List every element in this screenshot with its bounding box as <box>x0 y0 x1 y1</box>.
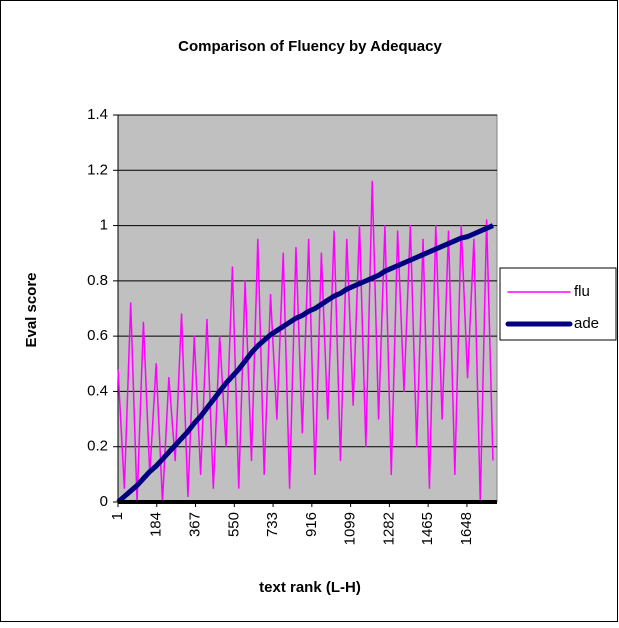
x-axis-title: text rank (L-H) <box>259 579 361 596</box>
series-line <box>117 180 494 503</box>
x-tick-label: 367 <box>187 512 204 537</box>
legend-label: ade <box>574 315 599 332</box>
x-tick-label: 1465 <box>419 512 436 545</box>
chart-title: Comparison of Fluency by Adequacy <box>178 38 442 55</box>
y-tick-label: 0.4 <box>87 382 108 399</box>
x-tick-label: 1 <box>109 512 126 520</box>
y-tick-label: 0.6 <box>87 327 108 344</box>
legend-box <box>499 267 617 341</box>
y-tick-label: 0.2 <box>87 438 108 455</box>
x-tick-label: 1099 <box>342 512 359 545</box>
x-tick-label: 733 <box>264 512 281 537</box>
y-tick-label: 1.4 <box>87 106 108 123</box>
y-axis-title: Eval score <box>23 272 40 347</box>
x-tick-label: 550 <box>225 512 242 537</box>
y-tick-label: 1.2 <box>87 161 108 178</box>
y-tick-label: 1 <box>100 217 108 234</box>
legend-label: flu <box>574 283 590 300</box>
x-tick-label: 916 <box>303 512 320 537</box>
y-tick-label: 0.8 <box>87 272 108 289</box>
x-tick-label: 184 <box>148 512 165 537</box>
y-tick-label: 0 <box>100 493 108 510</box>
x-tick-label: 1648 <box>458 512 475 545</box>
series-line <box>116 223 494 504</box>
x-tick-label: 1282 <box>380 512 397 545</box>
